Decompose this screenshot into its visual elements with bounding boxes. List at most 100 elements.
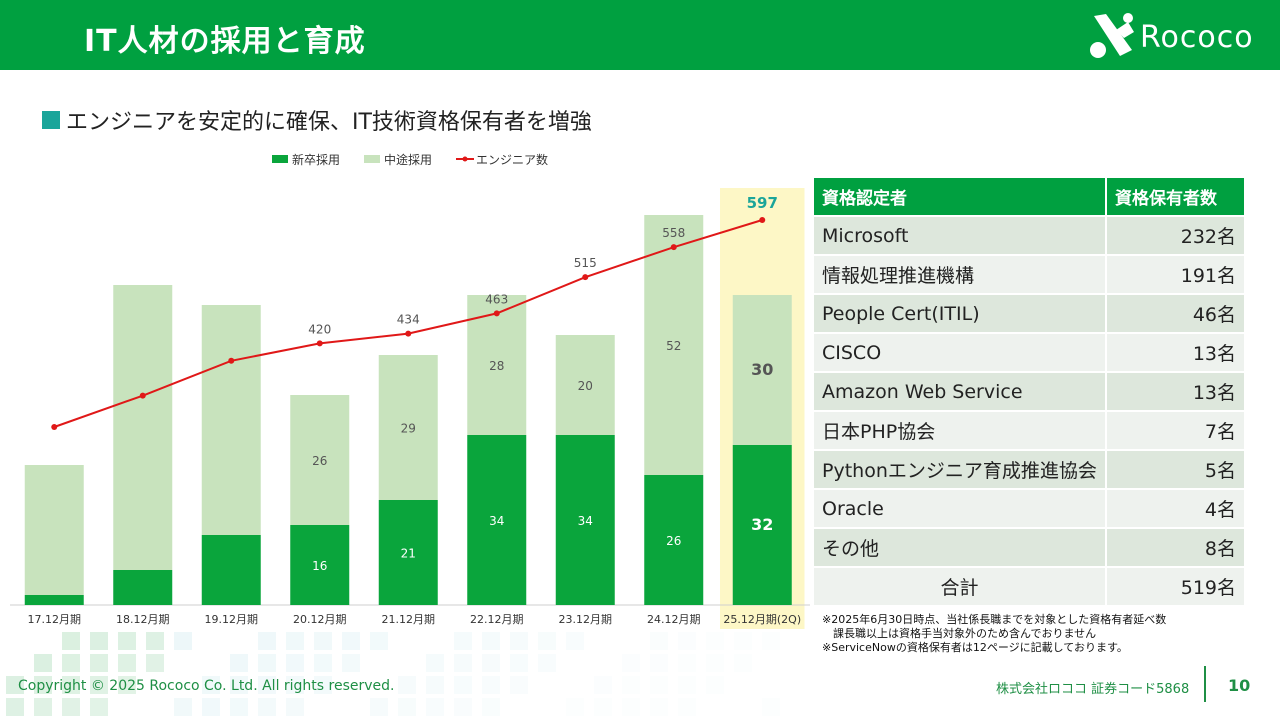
decor-square [482,632,500,650]
note-line: ※ServiceNowの資格保有者は12ページに記載しております。 [822,641,1128,654]
x-tick-label: 21.12月期 [382,613,436,626]
decor-square [566,698,584,716]
rococo-logo-icon [1090,13,1134,58]
total-value: 519名 [1106,567,1246,607]
line-point [51,424,58,430]
legend-label: エンジニア数 [476,152,548,167]
decor-square [6,698,24,716]
cert-count: 13名 [1106,333,1246,373]
decor-square [174,632,192,650]
cert-count: 4名 [1106,489,1246,529]
decor-square [90,676,108,694]
bar-mid-career [24,465,84,595]
table-row: Amazon Web Service 13名 [814,372,1246,412]
decor-square [454,654,472,672]
x-tick-label: 19.12月期 [205,613,259,626]
table-row: Microsoft 232名 [814,216,1246,256]
cert-count: 232名 [1106,216,1246,256]
data-label-new-grad: 32 [751,515,773,534]
bar-new-grad [24,595,84,605]
legend-swatch [272,155,288,163]
footer-divider [1204,666,1206,702]
note-line: 課長職以上は資格手当対象外のため含んでおりません [822,627,1097,640]
line-point [139,392,146,399]
data-label-new-grad: 16 [312,559,327,573]
cert-name: その他 [814,528,1107,568]
cert-name: 日本PHP協会 [814,411,1107,451]
decor-square [678,654,696,672]
decor-square [482,676,500,694]
x-tick-label: 20.12月期 [293,613,347,626]
x-tick-label: 25.12月期(2Q) [723,613,801,626]
company-logo: Rococo [1088,10,1268,62]
line-point [582,274,589,281]
cert-count: 13名 [1106,372,1246,412]
decor-square [454,632,472,650]
decor-square [118,654,136,672]
decor-square [622,676,640,694]
decor-square [482,654,500,672]
decor-square [258,654,276,672]
decor-square [678,676,696,694]
table-total-row: 合計 519名 [814,567,1246,607]
cert-name: CISCO [814,333,1107,373]
data-label-engineer-count: 515 [574,256,597,270]
bar-new-grad [201,535,261,605]
data-label-mid-career: 52 [666,339,681,353]
decor-square [538,654,556,672]
bar-mid-career [378,355,438,500]
copyright-text: Copyright © 2025 Rococo Co. Ltd. All rig… [18,678,395,694]
decor-square [762,698,780,716]
decor-square [454,698,472,716]
decor-square [370,632,388,650]
decor-square [650,676,668,694]
decor-square [146,654,164,672]
decor-square [202,676,220,694]
x-tick-label: 24.12月期 [647,613,701,626]
bar-mid-career [732,295,792,445]
bar-new-grad [555,435,615,605]
line-point [405,330,412,337]
decor-square [286,654,304,672]
data-label-engineer-count: 597 [747,194,778,212]
cert-name: Amazon Web Service [814,372,1107,412]
bar-new-grad [290,525,350,605]
decor-square [118,676,136,694]
data-label-engineer-count: 558 [662,226,685,240]
decor-square [426,698,444,716]
decor-square [62,698,80,716]
decor-square [678,698,696,716]
x-tick-label: 18.12月期 [116,613,170,626]
bar-mid-career [290,395,350,525]
cert-count: 191名 [1106,255,1246,295]
x-tick-label: 22.12月期 [470,613,524,626]
decor-square [342,654,360,672]
decor-square [398,698,416,716]
data-label-mid-career: 28 [489,359,504,373]
decor-square [258,698,276,716]
decor-square [762,632,780,650]
decor-square [286,632,304,650]
decor-square [622,698,640,716]
legend-swatch [364,155,380,163]
decor-square [90,654,108,672]
decor-square [510,676,528,694]
data-label-engineer-count: 463 [485,292,508,306]
decor-square [650,698,668,716]
legend-label: 中途採用 [384,152,432,167]
table-row: 日本PHP協会 7名 [814,411,1246,451]
decor-square [510,632,528,650]
table-header-row: 資格認定者 資格保有者数 [814,178,1246,217]
data-label-mid-career: 26 [312,454,327,468]
decor-square [230,654,248,672]
x-tick-label: 17.12月期 [28,613,82,626]
decor-square [734,632,752,650]
line-point [316,340,323,347]
data-label-mid-career: 30 [751,360,773,379]
table-row: Pythonエンジニア育成推進協会 5名 [814,450,1246,490]
total-label: 合計 [814,567,1107,607]
data-label-engineer-count: 434 [397,313,420,327]
table-header-cert: 資格認定者 [814,178,1107,217]
decor-square [230,676,248,694]
decor-square [426,676,444,694]
